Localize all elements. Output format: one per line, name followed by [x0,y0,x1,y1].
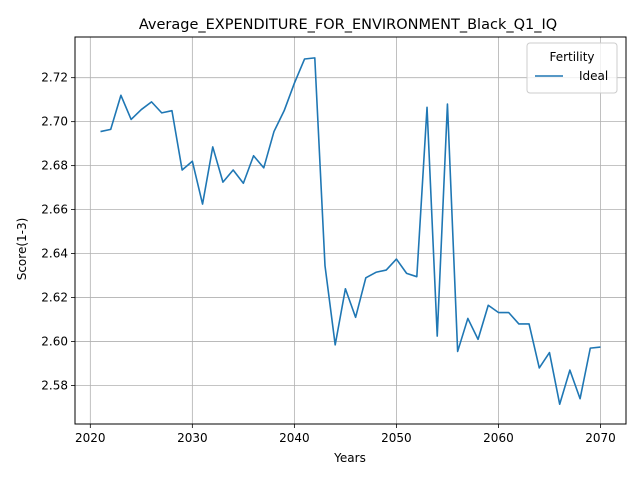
x-tick-label: 2050 [381,431,412,445]
y-tick-label: 2.72 [41,71,68,85]
chart-title: Average_EXPENDITURE_FOR_ENVIRONMENT_Blac… [139,17,557,33]
y-axis-label: Score(1-3) [15,218,29,281]
y-tick-label: 2.68 [41,159,68,173]
y-tick-label: 2.70 [41,115,68,129]
legend-title: Fertility [549,50,594,64]
series-line-ideal [100,57,601,406]
x-tick-label: 2030 [177,431,208,445]
grid-lines [75,37,626,424]
series-layer [100,57,601,406]
y-tick-label: 2.58 [41,379,68,393]
legend-label: Ideal [579,69,608,83]
x-axis-label: Years [333,451,366,465]
legend: Fertility Ideal [526,42,618,94]
y-tick-label: 2.62 [41,291,68,305]
y-tick-label: 2.66 [41,203,68,217]
x-tick-label: 2040 [279,431,310,445]
legend-box [526,42,618,94]
x-axis-ticks: 2020 2030 2040 2050 2060 2070 [75,424,616,445]
x-tick-label: 2070 [585,431,616,445]
y-tick-label: 2.60 [41,335,68,349]
y-axis-ticks: 2.58 2.60 2.62 2.64 2.66 2.68 2.70 2.72 [41,71,75,393]
plot-frame [74,36,627,425]
x-tick-label: 2020 [75,431,106,445]
x-tick-label: 2060 [483,431,514,445]
y-tick-label: 2.64 [41,247,68,261]
